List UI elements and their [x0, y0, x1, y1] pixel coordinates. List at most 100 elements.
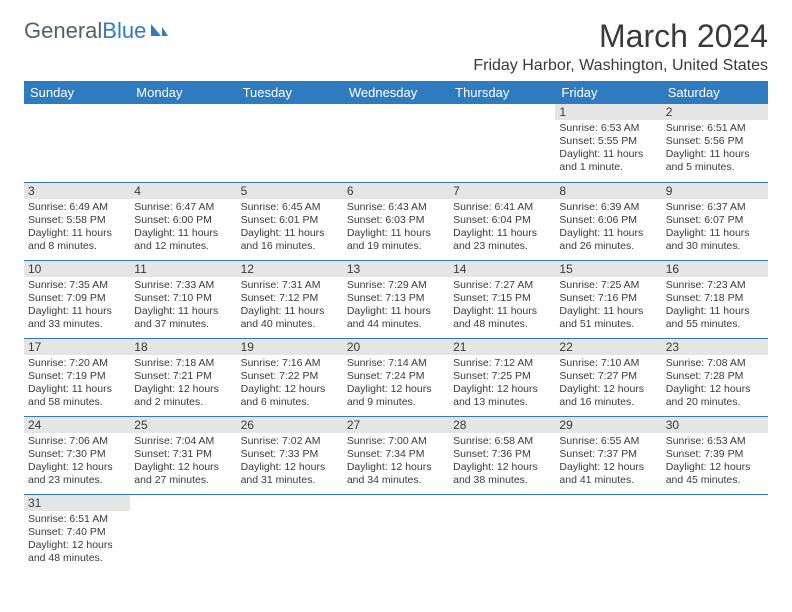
sunrise-text: Sunrise: 7:08 AM	[666, 357, 764, 370]
sunrise-text: Sunrise: 7:00 AM	[347, 435, 445, 448]
sunrise-text: Sunrise: 6:51 AM	[28, 513, 126, 526]
daylight-text: Daylight: 11 hours and 12 minutes.	[134, 227, 232, 253]
month-title: March 2024	[473, 18, 768, 55]
daylight-text: Daylight: 11 hours and 19 minutes.	[347, 227, 445, 253]
sunset-text: Sunset: 7:13 PM	[347, 292, 445, 305]
day-details: Sunrise: 7:35 AMSunset: 7:09 PMDaylight:…	[24, 277, 130, 336]
calendar-body: 1Sunrise: 6:53 AMSunset: 5:55 PMDaylight…	[24, 104, 768, 572]
day-number: 15	[555, 261, 661, 277]
day-details: Sunrise: 7:08 AMSunset: 7:28 PMDaylight:…	[662, 355, 768, 414]
day-number: 24	[24, 417, 130, 433]
day-number: 8	[555, 183, 661, 199]
day-number: 10	[24, 261, 130, 277]
day-details: Sunrise: 6:53 AMSunset: 7:39 PMDaylight:…	[662, 433, 768, 492]
day-details: Sunrise: 7:14 AMSunset: 7:24 PMDaylight:…	[343, 355, 449, 414]
calendar-cell: 17Sunrise: 7:20 AMSunset: 7:19 PMDayligh…	[24, 338, 130, 416]
calendar-cell: 15Sunrise: 7:25 AMSunset: 7:16 PMDayligh…	[555, 260, 661, 338]
daylight-text: Daylight: 12 hours and 6 minutes.	[241, 383, 339, 409]
sunset-text: Sunset: 5:58 PM	[28, 214, 126, 227]
calendar-cell: 23Sunrise: 7:08 AMSunset: 7:28 PMDayligh…	[662, 338, 768, 416]
day-number: 30	[662, 417, 768, 433]
daylight-text: Daylight: 11 hours and 26 minutes.	[559, 227, 657, 253]
day-details: Sunrise: 7:18 AMSunset: 7:21 PMDaylight:…	[130, 355, 236, 414]
sunrise-text: Sunrise: 7:35 AM	[28, 279, 126, 292]
calendar-cell: 20Sunrise: 7:14 AMSunset: 7:24 PMDayligh…	[343, 338, 449, 416]
calendar-header-row: SundayMondayTuesdayWednesdayThursdayFrid…	[24, 81, 768, 104]
calendar-cell: 19Sunrise: 7:16 AMSunset: 7:22 PMDayligh…	[237, 338, 343, 416]
sunset-text: Sunset: 7:21 PM	[134, 370, 232, 383]
day-number: 5	[237, 183, 343, 199]
sunrise-text: Sunrise: 6:37 AM	[666, 201, 764, 214]
sunset-text: Sunset: 7:37 PM	[559, 448, 657, 461]
calendar-cell: 24Sunrise: 7:06 AMSunset: 7:30 PMDayligh…	[24, 416, 130, 494]
day-number: 1	[555, 104, 661, 120]
sunset-text: Sunset: 6:04 PM	[453, 214, 551, 227]
day-details: Sunrise: 7:16 AMSunset: 7:22 PMDaylight:…	[237, 355, 343, 414]
calendar-cell	[662, 494, 768, 572]
day-number: 23	[662, 339, 768, 355]
daylight-text: Daylight: 11 hours and 23 minutes.	[453, 227, 551, 253]
day-details: Sunrise: 6:58 AMSunset: 7:36 PMDaylight:…	[449, 433, 555, 492]
sunrise-text: Sunrise: 7:06 AM	[28, 435, 126, 448]
calendar-cell: 30Sunrise: 6:53 AMSunset: 7:39 PMDayligh…	[662, 416, 768, 494]
day-details: Sunrise: 7:25 AMSunset: 7:16 PMDaylight:…	[555, 277, 661, 336]
day-number: 14	[449, 261, 555, 277]
daylight-text: Daylight: 11 hours and 58 minutes.	[28, 383, 126, 409]
weekday-header: Sunday	[24, 81, 130, 104]
calendar-cell: 13Sunrise: 7:29 AMSunset: 7:13 PMDayligh…	[343, 260, 449, 338]
day-details: Sunrise: 6:39 AMSunset: 6:06 PMDaylight:…	[555, 199, 661, 258]
day-details: Sunrise: 6:55 AMSunset: 7:37 PMDaylight:…	[555, 433, 661, 492]
weekday-header: Tuesday	[237, 81, 343, 104]
calendar-cell: 29Sunrise: 6:55 AMSunset: 7:37 PMDayligh…	[555, 416, 661, 494]
daylight-text: Daylight: 12 hours and 34 minutes.	[347, 461, 445, 487]
day-number: 11	[130, 261, 236, 277]
sunset-text: Sunset: 6:03 PM	[347, 214, 445, 227]
calendar-cell: 14Sunrise: 7:27 AMSunset: 7:15 PMDayligh…	[449, 260, 555, 338]
daylight-text: Daylight: 12 hours and 27 minutes.	[134, 461, 232, 487]
day-number: 9	[662, 183, 768, 199]
sunrise-text: Sunrise: 7:14 AM	[347, 357, 445, 370]
calendar-cell: 28Sunrise: 6:58 AMSunset: 7:36 PMDayligh…	[449, 416, 555, 494]
calendar-cell: 26Sunrise: 7:02 AMSunset: 7:33 PMDayligh…	[237, 416, 343, 494]
sunset-text: Sunset: 7:09 PM	[28, 292, 126, 305]
sunrise-text: Sunrise: 7:02 AM	[241, 435, 339, 448]
weekday-header: Thursday	[449, 81, 555, 104]
day-details: Sunrise: 7:20 AMSunset: 7:19 PMDaylight:…	[24, 355, 130, 414]
weekday-header: Saturday	[662, 81, 768, 104]
daylight-text: Daylight: 12 hours and 45 minutes.	[666, 461, 764, 487]
day-number: 17	[24, 339, 130, 355]
sunset-text: Sunset: 7:24 PM	[347, 370, 445, 383]
sunset-text: Sunset: 7:15 PM	[453, 292, 551, 305]
calendar-cell: 4Sunrise: 6:47 AMSunset: 6:00 PMDaylight…	[130, 182, 236, 260]
day-details: Sunrise: 7:29 AMSunset: 7:13 PMDaylight:…	[343, 277, 449, 336]
day-details: Sunrise: 7:10 AMSunset: 7:27 PMDaylight:…	[555, 355, 661, 414]
daylight-text: Daylight: 12 hours and 38 minutes.	[453, 461, 551, 487]
calendar-cell: 25Sunrise: 7:04 AMSunset: 7:31 PMDayligh…	[130, 416, 236, 494]
day-details: Sunrise: 6:47 AMSunset: 6:00 PMDaylight:…	[130, 199, 236, 258]
day-details: Sunrise: 7:31 AMSunset: 7:12 PMDaylight:…	[237, 277, 343, 336]
brand-logo: GeneralBlue	[24, 18, 169, 44]
sunset-text: Sunset: 5:55 PM	[559, 135, 657, 148]
sunrise-text: Sunrise: 7:18 AM	[134, 357, 232, 370]
day-details: Sunrise: 6:51 AMSunset: 7:40 PMDaylight:…	[24, 511, 130, 570]
sunset-text: Sunset: 7:34 PM	[347, 448, 445, 461]
calendar-cell: 1Sunrise: 6:53 AMSunset: 5:55 PMDaylight…	[555, 104, 661, 182]
calendar-cell: 9Sunrise: 6:37 AMSunset: 6:07 PMDaylight…	[662, 182, 768, 260]
calendar-cell: 21Sunrise: 7:12 AMSunset: 7:25 PMDayligh…	[449, 338, 555, 416]
daylight-text: Daylight: 11 hours and 30 minutes.	[666, 227, 764, 253]
sunrise-text: Sunrise: 7:04 AM	[134, 435, 232, 448]
sunrise-text: Sunrise: 6:51 AM	[666, 122, 764, 135]
weekday-header: Wednesday	[343, 81, 449, 104]
day-details: Sunrise: 6:37 AMSunset: 6:07 PMDaylight:…	[662, 199, 768, 258]
sunrise-text: Sunrise: 7:33 AM	[134, 279, 232, 292]
daylight-text: Daylight: 12 hours and 2 minutes.	[134, 383, 232, 409]
sail-icon	[149, 22, 169, 38]
calendar-cell	[449, 104, 555, 182]
sunset-text: Sunset: 7:30 PM	[28, 448, 126, 461]
calendar-cell: 6Sunrise: 6:43 AMSunset: 6:03 PMDaylight…	[343, 182, 449, 260]
day-details: Sunrise: 7:06 AMSunset: 7:30 PMDaylight:…	[24, 433, 130, 492]
sunset-text: Sunset: 7:16 PM	[559, 292, 657, 305]
sunrise-text: Sunrise: 7:27 AM	[453, 279, 551, 292]
daylight-text: Daylight: 11 hours and 5 minutes.	[666, 148, 764, 174]
calendar-cell	[343, 494, 449, 572]
